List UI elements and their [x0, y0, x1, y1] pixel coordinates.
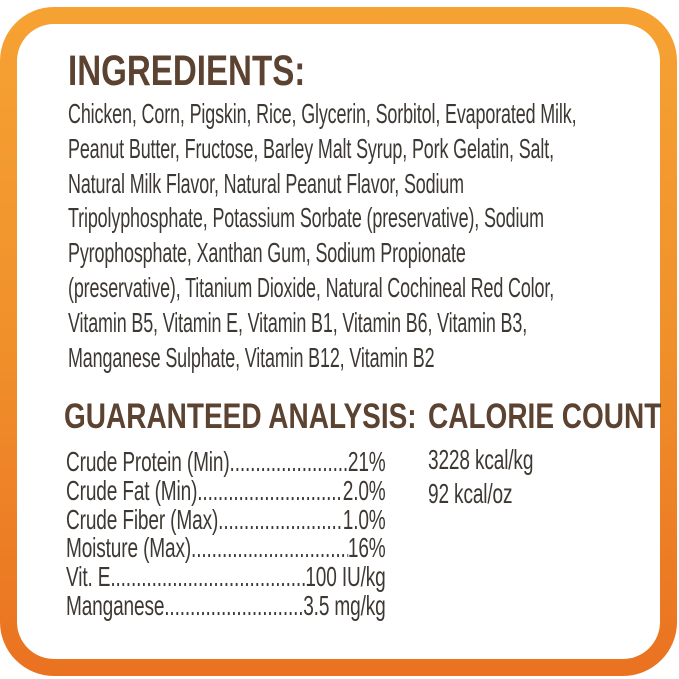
dot-leader: ........................................… — [110, 563, 305, 592]
analysis-label: Moisture (Max) — [66, 532, 192, 564]
ingredients-line: Natural Milk Flavor, Natural Peanut Flav… — [68, 167, 464, 199]
label-card — [17, 24, 660, 659]
analysis-row: Manganese...............................… — [66, 589, 386, 621]
dot-leader: ........................................… — [191, 534, 348, 564]
calorie-line: 3228 kcal/kg — [428, 444, 534, 475]
analysis-row: Crude Protein (Min).....................… — [66, 446, 386, 477]
ingredients-line: Manganese Sulphate, Vitamin B12, Vitamin… — [68, 341, 435, 373]
guaranteed-analysis-heading: GUARANTEED ANALYSIS: — [64, 397, 417, 436]
analysis-label: Crude Fat (Min) — [66, 474, 198, 506]
dot-leader: ........................................… — [164, 591, 304, 621]
analysis-row: Crude Fiber (Max).......................… — [66, 503, 386, 535]
analysis-value: 21% — [347, 446, 386, 477]
analysis-row: Moisture (Max)..........................… — [66, 534, 386, 563]
analysis-label: Vit. E — [66, 561, 111, 593]
ingredients-line: Tripolyphosphate, Potassium Sorbate (pre… — [68, 202, 544, 234]
dot-leader: ........................................… — [197, 476, 342, 506]
ingredients-line: Peanut Butter, Fructose, Barley Malt Syr… — [68, 132, 554, 164]
analysis-label: Crude Fiber (Max) — [66, 503, 219, 535]
guaranteed-analysis-table: Crude Protein (Min).....................… — [66, 446, 386, 621]
analysis-row: Vit. E..................................… — [66, 561, 386, 593]
analysis-value: 16% — [347, 532, 386, 564]
calorie-line: 92 kcal/oz — [428, 477, 513, 509]
ingredients-list: Chicken, Corn, Pigskin, Rice, Glycerin, … — [68, 97, 577, 375]
analysis-label: Crude Protein (Min) — [66, 446, 230, 477]
dot-leader: ........................................… — [229, 448, 348, 477]
analysis-value: 2.0% — [342, 474, 386, 506]
analysis-value: 3.5 mg/kg — [303, 589, 386, 621]
analysis-label: Manganese — [66, 589, 165, 621]
analysis-row: Crude Fat (Min).........................… — [66, 474, 386, 506]
calorie-count-values: 3228 kcal/kg 92 kcal/oz — [428, 443, 533, 510]
ingredients-line: Vitamin B5, Vitamin E, Vitamin B1, Vitam… — [68, 306, 528, 338]
calorie-count-heading: CALORIE COUNT — [428, 397, 662, 436]
ingredients-heading: INGREDIENTS: — [68, 47, 306, 95]
ingredients-line: (preservative), Titanium Dioxide, Natura… — [68, 271, 555, 303]
ingredients-line: Pyrophosphate, Xanthan Gum, Sodium Propi… — [68, 237, 466, 269]
dot-leader: ........................................… — [218, 505, 343, 535]
analysis-value: 1.0% — [342, 503, 386, 535]
ingredients-line: Chicken, Corn, Pigskin, Rice, Glycerin, … — [68, 98, 577, 129]
analysis-value: 100 IU/kg — [305, 561, 386, 593]
orange-frame — [0, 7, 677, 676]
